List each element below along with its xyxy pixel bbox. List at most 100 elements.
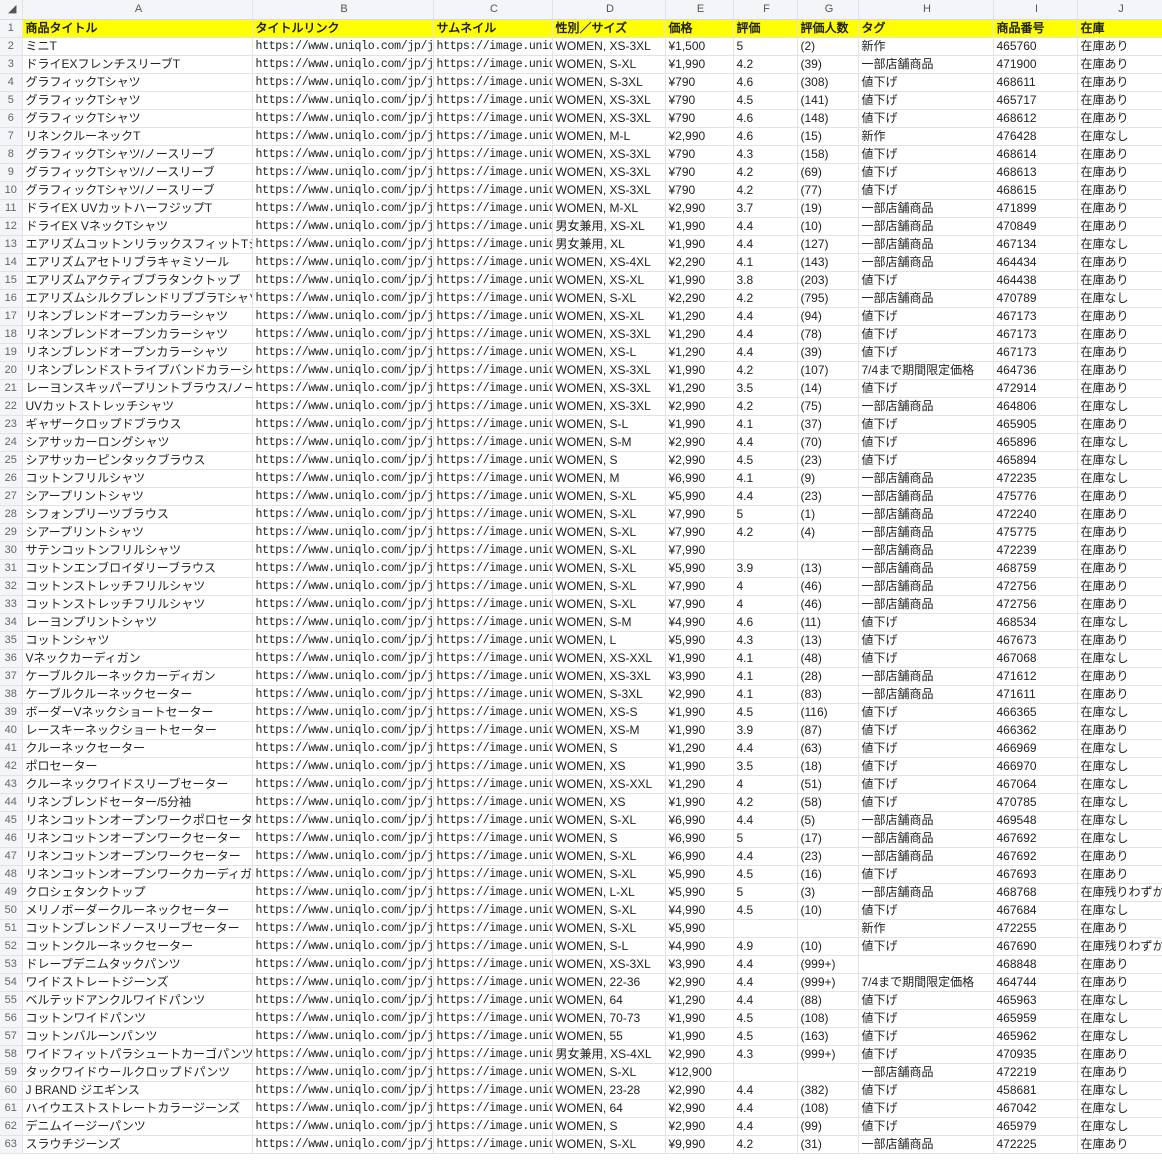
cell-thumbnail[interactable]: https://image.uniqlo.c <box>433 793 553 812</box>
cell-product-id[interactable]: 467693 <box>993 865 1078 884</box>
cell-size[interactable]: WOMEN, 70-73 <box>552 1009 666 1028</box>
cell-review-count[interactable]: (308) <box>797 73 859 92</box>
cell-review-count[interactable]: (143) <box>797 253 859 272</box>
cell-size[interactable]: WOMEN, S-XL <box>552 487 666 506</box>
cell-title-link[interactable]: https://www.uniqlo.com/jp/ja/produ <box>252 343 434 362</box>
cell-rating[interactable]: 3.5 <box>733 379 798 398</box>
cell-rating[interactable]: 4.4 <box>733 343 798 362</box>
cell-title-link[interactable]: https://www.uniqlo.com/jp/ja/produ <box>252 55 434 74</box>
cell-size[interactable]: WOMEN, XS-L <box>552 343 666 362</box>
cell-review-count[interactable]: (51) <box>797 775 859 794</box>
cell-thumbnail[interactable]: https://image.uniqlo.c <box>433 127 553 146</box>
cell-size[interactable]: WOMEN, XS-3XL <box>552 667 666 686</box>
cell-title[interactable]: シアサッカーロングシャツ <box>22 433 253 452</box>
cell-stock[interactable]: 在庫残りわずか <box>1077 937 1162 956</box>
row-heading[interactable]: 4 <box>0 73 23 92</box>
cell-stock[interactable]: 在庫あり <box>1077 415 1162 434</box>
cell-review-count[interactable]: (795) <box>797 289 859 308</box>
cell-thumbnail[interactable]: https://image.uniqlo.c <box>433 829 553 848</box>
cell-thumbnail[interactable]: https://image.uniqlo.c <box>433 631 553 650</box>
cell-review-count[interactable]: (87) <box>797 721 859 740</box>
cell-tag[interactable]: 値下げ <box>858 1081 994 1100</box>
cell-product-id[interactable]: 470849 <box>993 217 1078 236</box>
cell-thumbnail[interactable]: https://image.uniqlo.c <box>433 271 553 290</box>
cell-size[interactable]: WOMEN, XS-S <box>552 703 666 722</box>
row-heading[interactable]: 17 <box>0 307 23 326</box>
cell-product-id[interactable]: 471899 <box>993 199 1078 218</box>
cell-title-link[interactable]: https://www.uniqlo.com/jp/ja/produ <box>252 235 434 254</box>
cell-rating[interactable]: 4 <box>733 577 798 596</box>
cell-product-id[interactable]: 472219 <box>993 1063 1078 1082</box>
cell-review-count[interactable]: (163) <box>797 1027 859 1046</box>
cell-size[interactable]: WOMEN, XS-M <box>552 721 666 740</box>
cell-price[interactable]: ¥2,990 <box>665 433 734 452</box>
cell-rating[interactable]: 4.3 <box>733 631 798 650</box>
cell-title[interactable]: リネンコットンオープンワークポロセーター <box>22 811 253 830</box>
cell-product-id[interactable]: 466362 <box>993 721 1078 740</box>
cell-tag[interactable]: 値下げ <box>858 1009 994 1028</box>
cell-size[interactable]: WOMEN, 23-28 <box>552 1081 666 1100</box>
cell-tag[interactable]: 一部店舗商品 <box>858 847 994 866</box>
cell-review-count[interactable]: (23) <box>797 847 859 866</box>
cell-tag[interactable]: 新作 <box>858 127 994 146</box>
cell-product-id[interactable]: 468615 <box>993 181 1078 200</box>
cell-title[interactable]: リネンブレンドストライプバンドカラーシャツ/7分袖 <box>22 361 253 380</box>
cell-product-id[interactable]: 465905 <box>993 415 1078 434</box>
cell-title-link[interactable]: https://www.uniqlo.com/jp/ja/produ <box>252 757 434 776</box>
row-heading[interactable]: 28 <box>0 505 23 524</box>
cell-title[interactable]: クルーネックセーター <box>22 739 253 758</box>
cell-title[interactable]: コットンワイドパンツ <box>22 1009 253 1028</box>
cell-review-count[interactable]: (11) <box>797 613 859 632</box>
cell-stock[interactable]: 在庫あり <box>1077 343 1162 362</box>
cell-title-link[interactable]: https://www.uniqlo.com/jp/ja/produ <box>252 451 434 470</box>
cell-price[interactable]: ¥1,990 <box>665 793 734 812</box>
cell-rating[interactable]: 4.2 <box>733 163 798 182</box>
cell-product-id[interactable]: 468611 <box>993 73 1078 92</box>
cell-title-link[interactable]: https://www.uniqlo.com/jp/ja/produ <box>252 541 434 560</box>
cell-title[interactable]: エアリズムコットンリラックスフィットTシャツ/5分袖 <box>22 235 253 254</box>
cell-title-link[interactable]: https://www.uniqlo.com/jp/ja/produ <box>252 1117 434 1136</box>
cell-product-id[interactable]: 475776 <box>993 487 1078 506</box>
row-heading[interactable]: 1 <box>0 19 23 38</box>
cell-title-link[interactable]: https://www.uniqlo.com/jp/ja/produ <box>252 613 434 632</box>
cell-title-link[interactable]: https://www.uniqlo.com/jp/ja/produ <box>252 127 434 146</box>
row-heading[interactable]: 53 <box>0 955 23 974</box>
cell-price[interactable]: ¥12,900 <box>665 1063 734 1082</box>
cell-size[interactable]: WOMEN, S-XL <box>552 919 666 938</box>
cell-thumbnail[interactable]: https://image.uniqlo.c <box>433 991 553 1010</box>
cell-stock[interactable]: 在庫あり <box>1077 217 1162 236</box>
cell-tag[interactable]: 一部店舗商品 <box>858 685 994 704</box>
cell-title[interactable]: グラフィックTシャツ <box>22 91 253 110</box>
cell-rating[interactable]: 3.9 <box>733 721 798 740</box>
row-heading[interactable]: 26 <box>0 469 23 488</box>
cell-title[interactable]: リネンブレンドセーター/5分袖 <box>22 793 253 812</box>
cell-review-count[interactable]: (63) <box>797 739 859 758</box>
cell-stock[interactable]: 在庫なし <box>1077 469 1162 488</box>
cell-title-link[interactable]: https://www.uniqlo.com/jp/ja/produ <box>252 163 434 182</box>
cell-review-count[interactable]: (69) <box>797 163 859 182</box>
cell-title-link[interactable]: https://www.uniqlo.com/jp/ja/produ <box>252 37 434 56</box>
cell-size[interactable]: WOMEN, S-XL <box>552 559 666 578</box>
cell-tag[interactable]: 一部店舗商品 <box>858 397 994 416</box>
cell-size[interactable]: WOMEN, L-XL <box>552 883 666 902</box>
cell-review-count[interactable]: (46) <box>797 595 859 614</box>
row-heading[interactable]: 50 <box>0 901 23 920</box>
cell-thumbnail[interactable]: https://image.uniqlo.c <box>433 1027 553 1046</box>
cell-tag[interactable]: 値下げ <box>858 73 994 92</box>
cell-rating[interactable]: 4.4 <box>733 433 798 452</box>
cell-thumbnail[interactable]: https://image.uniqlo.c <box>433 523 553 542</box>
cell-title[interactable]: レースキーネックショートセーター <box>22 721 253 740</box>
cell-price[interactable]: ¥1,990 <box>665 1009 734 1028</box>
cell-review-count[interactable]: (78) <box>797 325 859 344</box>
cell-size[interactable]: WOMEN, S-3XL <box>552 73 666 92</box>
cell-thumbnail[interactable]: https://image.uniqlo.c <box>433 343 553 362</box>
cell-tag[interactable]: 値下げ <box>858 451 994 470</box>
row-heading[interactable]: 35 <box>0 631 23 650</box>
cell-title[interactable]: コットンストレッチフリルシャツ <box>22 577 253 596</box>
row-heading[interactable]: 55 <box>0 991 23 1010</box>
cell-thumbnail[interactable]: https://image.uniqlo.c <box>433 667 553 686</box>
cell-title[interactable]: UVカットストレッチシャツ <box>22 397 253 416</box>
cell-product-id[interactable]: 472239 <box>993 541 1078 560</box>
cell-review-count[interactable]: (203) <box>797 271 859 290</box>
cell-price[interactable]: ¥5,990 <box>665 487 734 506</box>
